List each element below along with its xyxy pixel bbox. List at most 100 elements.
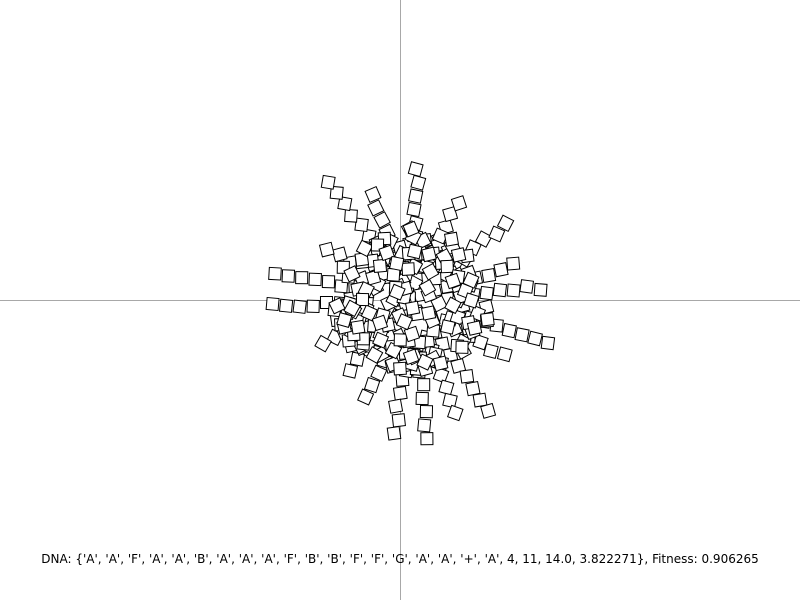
square [265, 296, 280, 312]
square [342, 363, 359, 379]
fitness-value: 0.906265 [701, 552, 759, 566]
square [506, 256, 521, 271]
square [496, 214, 515, 233]
square [404, 300, 421, 316]
square [480, 312, 495, 327]
square [443, 231, 460, 247]
square-cluster [265, 161, 556, 446]
square [308, 272, 322, 287]
square [355, 292, 370, 307]
square [465, 380, 481, 397]
square [480, 402, 497, 419]
square [496, 346, 513, 363]
square [402, 348, 420, 366]
square [355, 239, 374, 258]
square [360, 304, 378, 322]
square [354, 217, 369, 233]
square [331, 246, 348, 263]
status-line: DNA: {'A', 'A', 'F', 'A', 'A', 'B', 'A',… [0, 550, 800, 568]
square [455, 340, 469, 354]
status-separator: , [644, 552, 653, 566]
square [442, 206, 459, 223]
fitness-label: Fitness: [652, 552, 702, 566]
square [367, 199, 385, 217]
dna-text: DNA: {'A', 'A', 'F', 'A', 'A', 'B', 'A',… [41, 552, 645, 566]
square [493, 262, 509, 278]
square [432, 355, 449, 372]
square [408, 188, 424, 204]
square [292, 299, 307, 314]
square [268, 266, 282, 281]
square [417, 418, 432, 433]
square [444, 272, 462, 290]
square [446, 404, 464, 422]
square [417, 378, 431, 392]
square [410, 174, 427, 191]
square [474, 230, 493, 248]
square [365, 269, 382, 286]
square [328, 297, 346, 315]
square [343, 265, 361, 283]
square [344, 208, 358, 223]
square [365, 346, 384, 364]
square [472, 392, 488, 408]
square [533, 282, 548, 297]
square [393, 333, 407, 347]
square [306, 299, 320, 314]
square [371, 314, 389, 332]
square [492, 282, 508, 298]
square [337, 196, 353, 212]
square [506, 283, 521, 298]
square [527, 330, 543, 347]
square [295, 271, 309, 285]
square [450, 247, 467, 263]
square [438, 379, 455, 396]
square [442, 392, 458, 409]
square [501, 322, 517, 339]
square [444, 296, 462, 315]
square [388, 283, 406, 301]
square [370, 364, 388, 382]
square [357, 388, 375, 406]
square [373, 211, 391, 229]
square [363, 376, 381, 394]
square [406, 243, 423, 260]
square [378, 244, 395, 262]
square [450, 195, 468, 212]
square [415, 391, 429, 406]
square [321, 275, 336, 289]
square [389, 255, 405, 272]
square [459, 368, 475, 384]
square [278, 298, 294, 313]
square [391, 413, 406, 428]
square [440, 259, 454, 274]
square [393, 361, 407, 376]
square [364, 185, 382, 204]
square [388, 398, 404, 414]
square [402, 220, 420, 238]
square [395, 313, 413, 331]
square [407, 161, 424, 178]
square [463, 292, 480, 309]
square [514, 327, 530, 343]
square [421, 262, 440, 281]
square [418, 278, 437, 297]
square [370, 238, 385, 252]
square [314, 334, 332, 353]
square [519, 279, 535, 294]
square [540, 335, 556, 351]
square [488, 225, 506, 243]
square [420, 432, 434, 446]
square [481, 268, 497, 283]
square [479, 285, 494, 301]
square [421, 246, 437, 263]
square [416, 353, 434, 371]
square [350, 319, 366, 335]
square [406, 201, 422, 218]
square [372, 331, 390, 349]
square [320, 174, 336, 190]
square [386, 425, 402, 441]
square [403, 325, 421, 343]
